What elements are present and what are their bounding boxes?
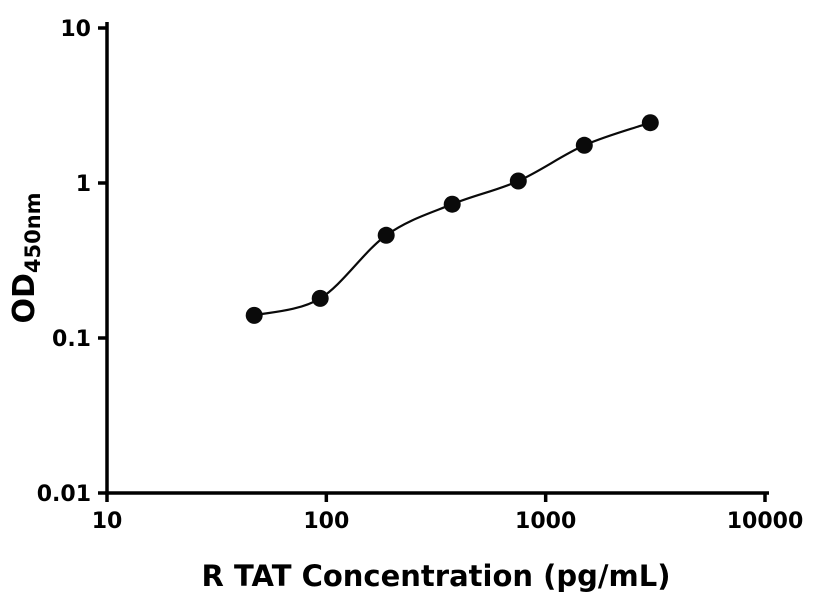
y-tick-label: 10 [60,17,91,42]
y-tick-label: 1 [76,172,91,197]
data-point [245,306,263,324]
data-point [311,289,329,307]
x-tick-label: 100 [303,509,349,534]
y-tick-label: 0.01 [37,482,91,507]
x-axis-title: R TAT Concentration (pg/mL) [202,559,671,593]
y-axis-title: OD450nm [7,192,45,323]
data-point [443,195,461,213]
x-tick-label: 10 [92,509,123,534]
y-axis-title-subscript: 450nm [21,192,45,273]
data-point [641,114,659,132]
x-tick-label: 10000 [727,509,804,534]
data-point [575,136,593,154]
data-point [509,172,527,190]
data-point [377,226,395,244]
y-tick-label: 0.1 [52,327,91,352]
fit-curve [253,121,651,317]
y-axis-title-main: OD [7,273,42,323]
x-tick-label: 1000 [515,509,576,534]
